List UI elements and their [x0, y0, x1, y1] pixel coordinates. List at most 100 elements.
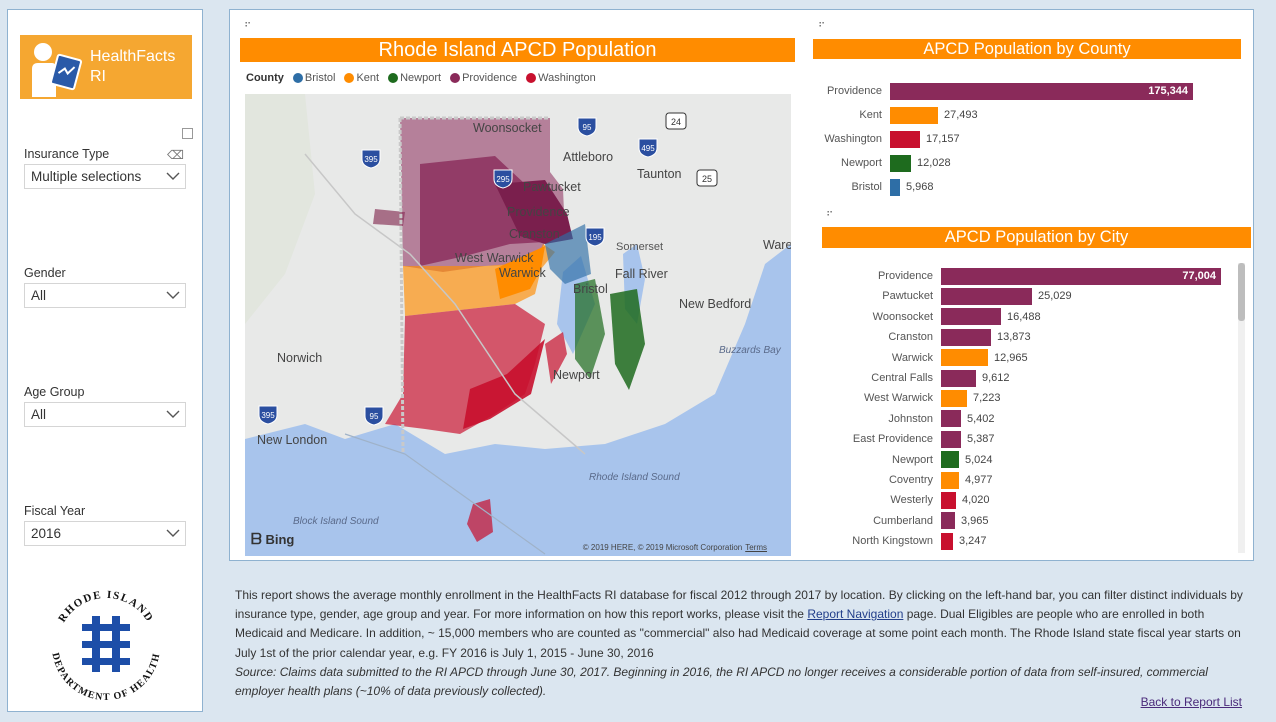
back-to-report-list-link[interactable]: Back to Report List	[1140, 695, 1242, 709]
bar[interactable]	[941, 328, 991, 346]
bar[interactable]	[941, 512, 955, 530]
svg-text:295: 295	[496, 175, 510, 184]
place-label-ri-sound: Rhode Island Sound	[589, 472, 680, 483]
map-copyright: © 2019 HERE, © 2019 Microsoft Corporatio…	[582, 543, 767, 552]
bar-row[interactable]: Pawtucket 25,029	[847, 287, 1072, 305]
legend-dot	[292, 73, 303, 83]
bar-category-label: Providence	[877, 270, 933, 282]
chevron-down-icon	[166, 291, 180, 299]
city-chart-scrollbar[interactable]	[1238, 263, 1245, 553]
bar-row[interactable]: Warwick 12,965	[847, 349, 1028, 367]
legend-item-providence[interactable]: Providence	[450, 72, 517, 84]
insurance-type-dropdown[interactable]: Multiple selections	[24, 164, 186, 189]
bar[interactable]	[941, 471, 959, 489]
bar-row[interactable]: Coventry 4,977	[847, 471, 993, 489]
interstate-195-shield-icon: 195	[585, 227, 605, 247]
bar-row[interactable]: Westerly 4,020	[847, 491, 990, 509]
place-label-cranston: Cranston	[509, 227, 560, 241]
bar[interactable]	[941, 369, 976, 387]
interstate-95-shield-icon: 95	[577, 117, 597, 137]
bar-row[interactable]: North Kingstown 3,247	[847, 532, 987, 550]
bar[interactable]	[941, 287, 1032, 305]
route-24-shield-icon: 24	[665, 112, 687, 130]
bar-row[interactable]: Providence 77,004	[847, 267, 1221, 285]
legend-item-washington[interactable]: Washington	[526, 72, 596, 84]
bar[interactable]	[941, 308, 1001, 326]
bar-row[interactable]: East Providence 5,387	[847, 430, 995, 448]
county-map[interactable]: Woonsocket Attleboro Taunton Pawtucket P…	[245, 94, 791, 556]
bar[interactable]	[941, 491, 956, 509]
svg-text:95: 95	[583, 123, 592, 132]
bar-value-label: 16,488	[1007, 310, 1041, 323]
focus-mode-icon[interactable]	[182, 128, 193, 139]
slicer-label: Fiscal Year	[24, 504, 86, 518]
bar-value-label: 77,004	[1182, 269, 1216, 282]
bar-row[interactable]: Kent 27,493	[817, 106, 978, 124]
bar-row[interactable]: West Warwick 7,223	[847, 389, 1001, 407]
legend-item-bristol[interactable]: Bristol	[292, 72, 335, 84]
bar-value-label: 5,024	[965, 453, 993, 466]
bar[interactable]	[941, 389, 967, 407]
bar[interactable]	[941, 410, 961, 428]
bar[interactable]: 175,344	[890, 82, 1193, 100]
bar[interactable]	[941, 430, 961, 448]
gender-slicer: Gender All	[24, 263, 186, 308]
bar[interactable]	[941, 451, 959, 469]
bar-row[interactable]: Woonsocket 16,488	[847, 308, 1041, 326]
bar[interactable]: 77,004	[941, 267, 1221, 285]
route-25-shield-icon: 25	[696, 169, 718, 187]
bar-value-label: 3,965	[961, 514, 989, 527]
map-legend: County Bristol Kent Newport Providence W…	[246, 72, 600, 84]
bar-category-label: North Kingstown	[852, 535, 933, 548]
svg-text:25: 25	[702, 174, 712, 184]
healthfacts-logo[interactable]: HealthFacts RI	[20, 35, 192, 99]
bar-row[interactable]: Bristol 5,968	[817, 178, 934, 196]
bar-row[interactable]: Newport 12,028	[817, 154, 951, 172]
bar[interactable]	[890, 130, 920, 148]
bar[interactable]	[941, 349, 988, 367]
legend-title: County	[246, 72, 284, 84]
fiscal-year-dropdown[interactable]: 2016	[24, 521, 186, 546]
dropdown-value: All	[31, 288, 47, 303]
gender-dropdown[interactable]: All	[24, 283, 186, 308]
bar-row[interactable]: Johnston 5,402	[847, 410, 995, 428]
report-navigation-link[interactable]: Report Navigation	[807, 607, 904, 622]
terms-link[interactable]: Terms	[745, 543, 767, 552]
logo-subtitle: RI	[90, 68, 106, 85]
svg-text:RHODE ISLAND: RHODE ISLAND	[56, 589, 156, 625]
chevron-down-icon	[166, 529, 180, 537]
bar-value-label: 25,029	[1038, 290, 1072, 303]
bar[interactable]	[890, 154, 911, 172]
chevron-down-icon	[166, 172, 180, 180]
bar-category-label: Cumberland	[873, 514, 933, 527]
chevron-down-icon	[166, 410, 180, 418]
svg-text:395: 395	[364, 155, 378, 164]
bar-row[interactable]: Cranston 13,873	[847, 328, 1031, 346]
bar[interactable]	[890, 178, 900, 196]
bar-category-label: Pawtucket	[882, 290, 933, 303]
interstate-395-shield-icon: 395	[361, 149, 381, 169]
svg-text:95: 95	[370, 412, 379, 421]
svg-text:24: 24	[671, 117, 681, 127]
map-canvas	[245, 94, 791, 556]
interstate-295-shield-icon: 295	[493, 169, 513, 189]
place-label-attleboro: Attleboro	[563, 150, 614, 164]
dropdown-value: Multiple selections	[31, 169, 142, 184]
description-text: This report shows the average monthly en…	[235, 588, 1243, 622]
place-label-ware: Ware	[763, 238, 791, 252]
legend-item-newport[interactable]: Newport	[388, 72, 441, 84]
bar-row[interactable]: Cumberland 3,965	[847, 512, 989, 530]
bar-row[interactable]: Providence 175,344	[817, 82, 1193, 100]
scroll-thumb[interactable]	[1238, 263, 1245, 321]
place-label-bi-sound: Block Island Sound	[293, 516, 379, 527]
bar-row[interactable]: Washington 17,157	[817, 130, 960, 148]
bar-row[interactable]: Central Falls 9,612	[847, 369, 1010, 387]
legend-item-kent[interactable]: Kent	[344, 72, 379, 84]
bar[interactable]	[941, 532, 953, 550]
clear-selection-icon[interactable]: ⌫	[167, 148, 184, 162]
age-group-dropdown[interactable]: All	[24, 402, 186, 427]
bar-row[interactable]: Newport 5,024	[847, 451, 993, 469]
description-text-continued: page. Dual Eligibles are people who are …	[235, 607, 1241, 660]
bar-value-label: 12,965	[994, 351, 1028, 364]
bar[interactable]	[890, 106, 938, 124]
